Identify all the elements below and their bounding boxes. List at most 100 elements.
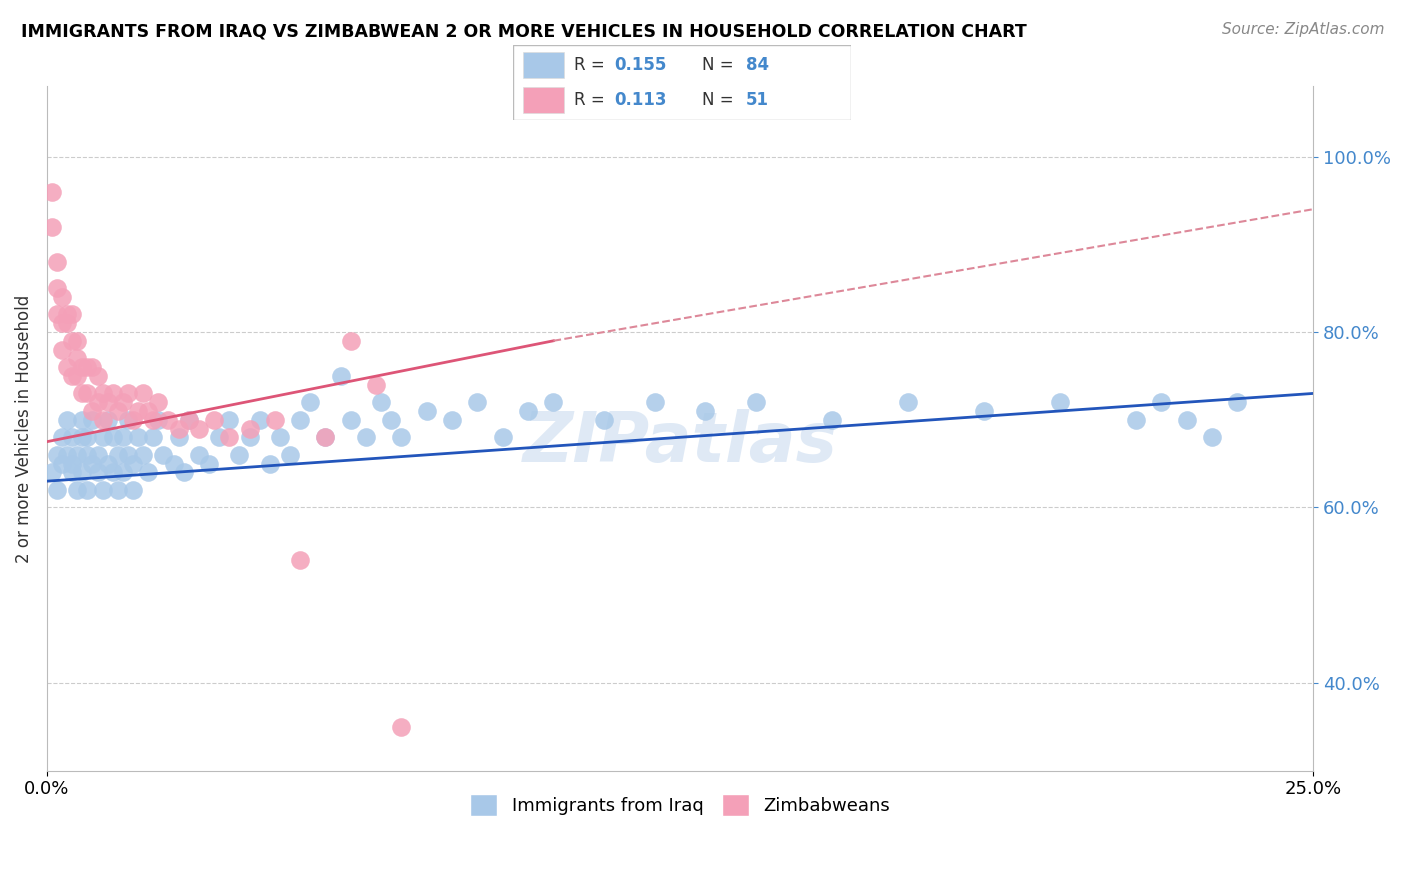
Point [136,466,159,480]
Point [86,395,108,409]
Point [142,413,165,427]
Point [72,386,94,401]
Point [66,351,89,366]
Point [56,316,79,330]
Point [86,448,108,462]
Point [249,413,271,427]
Point [101,430,124,444]
Point [1049,395,1071,409]
Point [51,457,73,471]
Point [91,386,114,401]
Text: Source: ZipAtlas.com: Source: ZipAtlas.com [1222,22,1385,37]
Point [107,404,129,418]
Point [269,430,291,444]
Point [148,413,170,427]
Point [41,219,63,234]
Point [101,386,124,401]
Point [492,430,515,444]
Point [91,413,114,427]
Text: 0.113: 0.113 [614,91,666,109]
Point [56,360,79,375]
Point [66,448,89,462]
Point [91,483,114,497]
Point [107,483,129,497]
Point [111,430,134,444]
Point [60,334,83,348]
Point [76,386,98,401]
Point [41,466,63,480]
Point [41,185,63,199]
Point [288,553,311,567]
Text: N =: N = [702,56,740,74]
Point [56,448,79,462]
Point [122,483,145,497]
Point [695,404,717,418]
Point [167,430,190,444]
Point [391,430,413,444]
Point [60,430,83,444]
Point [51,290,73,304]
Point [391,720,413,734]
Point [132,386,155,401]
Point [173,466,195,480]
Point [897,395,920,409]
Point [66,334,89,348]
Point [60,308,83,322]
Point [745,395,768,409]
Point [467,395,489,409]
Point [127,430,149,444]
Point [593,413,616,427]
Legend: Immigrants from Iraq, Zimbabweans: Immigrants from Iraq, Zimbabweans [463,787,897,823]
Point [416,404,439,418]
Point [132,448,155,462]
Point [46,448,69,462]
Point [441,413,464,427]
Text: ZIPatlas: ZIPatlas [523,409,838,475]
Text: 0.155: 0.155 [614,56,666,74]
Point [97,413,120,427]
Point [238,430,260,444]
Point [340,413,363,427]
Point [66,483,89,497]
Point [543,395,565,409]
Point [340,334,363,348]
Y-axis label: 2 or more Vehicles in Household: 2 or more Vehicles in Household [15,294,32,563]
Point [82,360,104,375]
Point [315,430,337,444]
Point [202,413,225,427]
Point [117,386,139,401]
Point [329,368,352,383]
Point [259,457,281,471]
Point [111,395,134,409]
Point [72,360,94,375]
Point [142,430,165,444]
Point [315,430,337,444]
Point [1226,395,1249,409]
FancyBboxPatch shape [523,52,564,78]
Point [72,430,94,444]
Point [187,448,209,462]
Point [1125,413,1147,427]
Point [86,368,108,383]
Point [97,395,120,409]
FancyBboxPatch shape [513,45,851,120]
Point [107,448,129,462]
Text: R =: R = [574,56,610,74]
Point [517,404,540,418]
Point [177,413,200,427]
Point [101,466,124,480]
Point [167,421,190,435]
Point [136,404,159,418]
Point [177,413,200,427]
Point [218,413,240,427]
Point [46,255,69,269]
Point [111,466,134,480]
Point [187,421,209,435]
Point [380,413,402,427]
Point [56,413,79,427]
Point [162,457,184,471]
Point [288,413,311,427]
Point [82,413,104,427]
Point [46,281,69,295]
Point [76,483,98,497]
